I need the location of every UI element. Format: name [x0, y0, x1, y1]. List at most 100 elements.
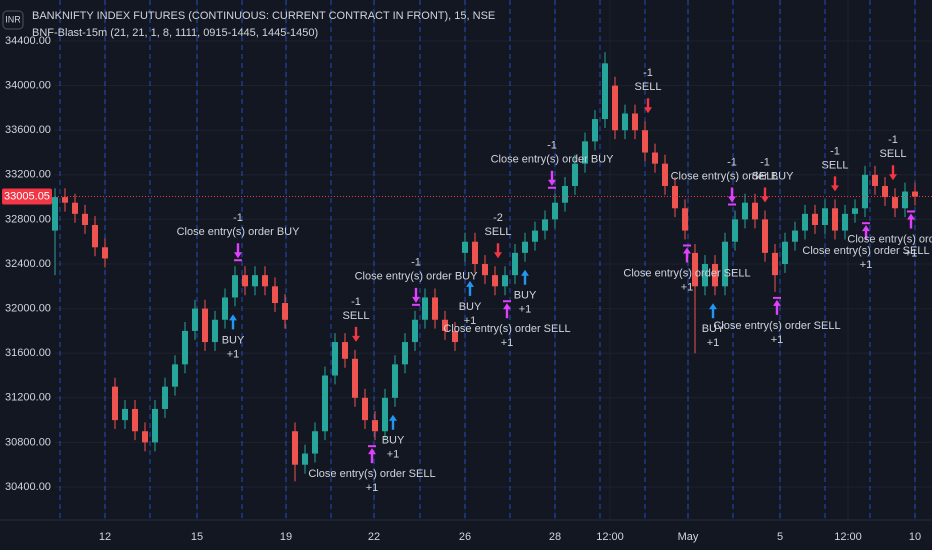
candle-body [622, 113, 628, 131]
signal: Close entry(s) order SELL+1 [802, 222, 930, 271]
y-tick-label: 32000.00 [5, 303, 51, 315]
candle-body [902, 191, 908, 209]
y-tick-label: 33600.00 [5, 124, 51, 136]
candle-body [132, 408, 138, 432]
signal-label: -1 [727, 156, 737, 168]
candle-body [762, 219, 768, 253]
candle-body [592, 119, 598, 142]
signal-arrow [368, 448, 376, 464]
grid-layer [55, 0, 932, 520]
candle-body [882, 185, 888, 198]
candle-body [662, 163, 668, 186]
candle-body [432, 297, 438, 320]
indicator-label: BNF-Blast-15m (21, 21, 1, 8, 1111, 0915-… [32, 27, 318, 39]
signal: -1 Close entry(s) order BUY [355, 257, 479, 306]
signal-label: Close entry(s) order SELL [623, 267, 750, 279]
signal: BUY +1 [222, 314, 245, 360]
x-tick-label: 12 [99, 531, 111, 543]
candle-body [292, 431, 298, 465]
candle-body [182, 330, 188, 365]
candle-body [362, 397, 368, 421]
signal-label: Close entry(s) order BUY [177, 226, 301, 238]
signal-arrow [548, 170, 556, 186]
signal: -1 SELL [635, 67, 661, 114]
currency-badge [2, 10, 24, 30]
candle-body [512, 252, 518, 276]
signal-arrow [503, 303, 511, 319]
candle-body [792, 230, 798, 242]
signal-arrow [494, 243, 502, 259]
signal-arrow [412, 287, 420, 303]
candle-body [102, 247, 108, 259]
signal-label: -1 [830, 145, 840, 157]
signal-label: Close entry(s) order BUY [355, 271, 479, 283]
x-tick-label: 15 [191, 531, 203, 543]
signal-label: +1 [366, 482, 379, 494]
signal: Close entry(s) order SELL+1 [443, 300, 571, 349]
x-tick-label: 10 [909, 531, 921, 543]
signal-label: BUY [702, 323, 725, 335]
candle-body [462, 241, 468, 253]
candle-body [612, 85, 618, 131]
signal-label: +1 [464, 315, 477, 327]
signal-label: SELL [343, 310, 370, 322]
candle-body [242, 275, 248, 287]
candle-body [252, 275, 258, 287]
y-tick-label: 32400.00 [5, 258, 51, 270]
candle-body [862, 174, 868, 209]
signal-label: Close entry(s) order SELL [308, 468, 435, 480]
candle-body [642, 130, 648, 153]
candle-body [122, 408, 128, 421]
candle-body [142, 431, 148, 443]
signal: BUY +1 [459, 280, 482, 327]
candle-body [522, 241, 528, 253]
signal-label: +1 [860, 259, 873, 271]
signal-label: -1 [351, 296, 361, 308]
candle-body [72, 202, 78, 214]
signal-arrow [229, 314, 237, 330]
x-tick-label: 12:00 [596, 531, 624, 543]
candle-body [632, 113, 638, 131]
candle-body [262, 275, 268, 287]
candle-body [682, 208, 688, 231]
signal-label: Close entry(s) order SELL [713, 320, 840, 332]
candle-body [372, 420, 378, 432]
candle-body [392, 364, 398, 398]
candle-body [482, 264, 488, 276]
signal-label: Close entry(s) order SELL [443, 323, 570, 335]
signal: Close entry(s) order SELL+1 [713, 296, 841, 346]
candles-layer [52, 52, 932, 482]
y-tick-label: 31200.00 [5, 392, 51, 404]
y-tick-label: 33200.00 [5, 169, 51, 181]
candle-body [312, 431, 318, 454]
candle-body [172, 364, 178, 387]
candle-body [282, 303, 288, 320]
signal: -1 SELL [822, 145, 848, 192]
signal-bar [683, 244, 691, 247]
candle-body [212, 319, 218, 343]
signal: Close entry(s) order SELL +1 [308, 445, 436, 494]
y-tick-label: 30800.00 [5, 436, 51, 448]
signal: BUY +1 [514, 269, 537, 316]
candle-body [452, 330, 458, 343]
signal-label: BUY [222, 334, 245, 346]
candle-body [192, 308, 198, 331]
signal-bar [234, 259, 242, 262]
candle-body [302, 453, 308, 465]
signal-label: SELL [880, 148, 907, 160]
candle-body [702, 264, 708, 287]
signal-label: +1 [905, 247, 918, 259]
signal-bar [728, 203, 736, 206]
candle-body [842, 213, 848, 231]
signal-arrow [773, 299, 781, 315]
candle-body [412, 319, 418, 343]
candle-body [802, 213, 808, 231]
signal-bar [412, 303, 420, 306]
signal-label: SELL [752, 170, 779, 182]
candle-body [672, 185, 678, 209]
candle-body [652, 152, 658, 164]
signal-label: Close entry(s) order SELL [802, 245, 929, 257]
last-price-tag [2, 188, 52, 205]
candle-body [152, 408, 158, 443]
candle-body [92, 224, 98, 248]
